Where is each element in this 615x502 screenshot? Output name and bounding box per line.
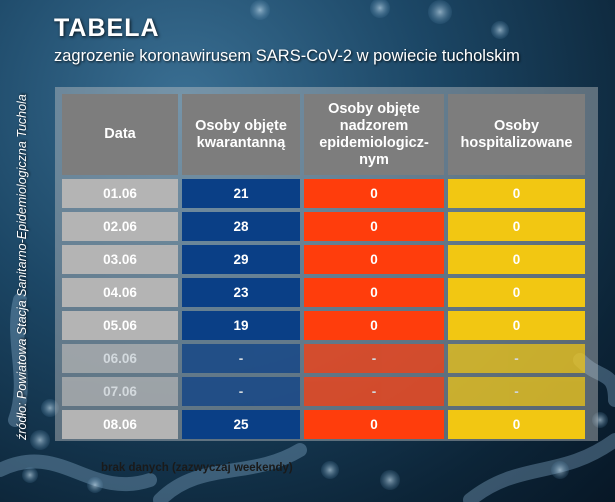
- table-header-row: Data Osoby objęte kwarantanną Osoby obję…: [62, 94, 585, 175]
- cell-supervision: 0: [304, 179, 444, 208]
- cell-hospitalized: 0: [448, 311, 585, 340]
- cell-quarantine: -: [182, 344, 300, 373]
- cell-hospitalized: 0: [448, 212, 585, 241]
- header-date: Data: [62, 94, 178, 175]
- cell-supervision: -: [304, 377, 444, 406]
- cell-quarantine: 28: [182, 212, 300, 241]
- cell-date: 05.06: [62, 311, 178, 340]
- cell-hospitalized: 0: [448, 245, 585, 274]
- source-credit: źródło: Powiatowa Stacja Sanitarno-Epide…: [15, 94, 29, 440]
- cell-hospitalized: 0: [448, 278, 585, 307]
- header-hospitalized: Osoby hospitalizowane: [448, 94, 585, 175]
- table-row: 05.06 19 0 0: [62, 311, 585, 340]
- data-table: Data Osoby objęte kwarantanną Osoby obję…: [58, 90, 589, 443]
- cell-date: 02.06: [62, 212, 178, 241]
- table-panel: Data Osoby objęte kwarantanną Osoby obję…: [55, 87, 598, 441]
- cell-supervision: 0: [304, 212, 444, 241]
- cell-hospitalized: 0: [448, 179, 585, 208]
- cell-hospitalized: -: [448, 344, 585, 373]
- cell-quarantine: 25: [182, 410, 300, 439]
- cell-date: 08.06: [62, 410, 178, 439]
- cell-supervision: -: [304, 344, 444, 373]
- cell-date: 04.06: [62, 278, 178, 307]
- cell-date: 01.06: [62, 179, 178, 208]
- footnote: brak danych (zazwyczaj weekendy): [101, 462, 293, 474]
- cell-supervision: 0: [304, 278, 444, 307]
- table-row: 06.06 - - -: [62, 344, 585, 373]
- cell-date: 07.06: [62, 377, 178, 406]
- cell-quarantine: 29: [182, 245, 300, 274]
- header-supervision: Osoby objęte nadzorem epidemiologicz-nym: [304, 94, 444, 175]
- cell-quarantine: 23: [182, 278, 300, 307]
- cell-hospitalized: -: [448, 377, 585, 406]
- cell-quarantine: -: [182, 377, 300, 406]
- cell-supervision: 0: [304, 311, 444, 340]
- cell-quarantine: 19: [182, 311, 300, 340]
- table-row: 04.06 23 0 0: [62, 278, 585, 307]
- table-row: 08.06 25 0 0: [62, 410, 585, 439]
- cell-supervision: 0: [304, 245, 444, 274]
- header-quarantine: Osoby objęte kwarantanną: [182, 94, 300, 175]
- table-row: 07.06 - - -: [62, 377, 585, 406]
- page-title: TABELA: [54, 14, 160, 42]
- cell-date: 03.06: [62, 245, 178, 274]
- table-row: 03.06 29 0 0: [62, 245, 585, 274]
- cell-supervision: 0: [304, 410, 444, 439]
- cell-quarantine: 21: [182, 179, 300, 208]
- cell-hospitalized: 0: [448, 410, 585, 439]
- table-row: 01.06 21 0 0: [62, 179, 585, 208]
- page-subtitle: zagrozenie koronawirusem SARS-CoV-2 w po…: [54, 47, 520, 65]
- table-row: 02.06 28 0 0: [62, 212, 585, 241]
- cell-date: 06.06: [62, 344, 178, 373]
